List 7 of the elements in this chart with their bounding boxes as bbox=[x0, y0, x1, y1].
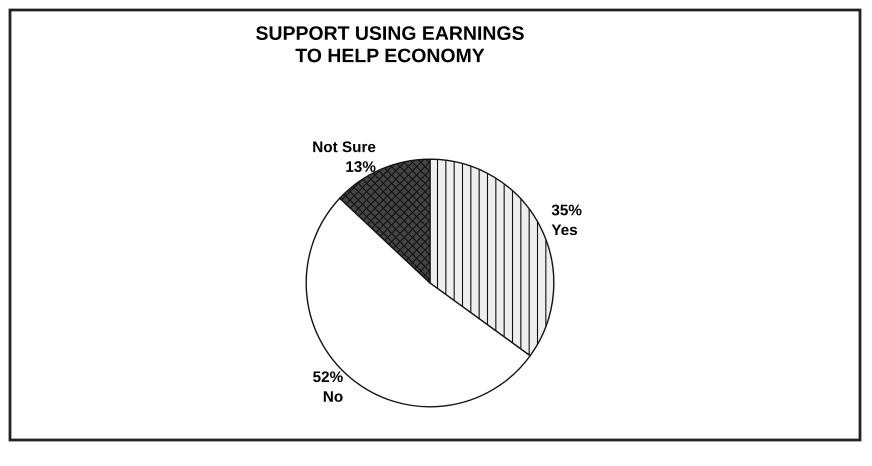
data-label: 13% bbox=[346, 161, 376, 172]
data-label: 35% bbox=[552, 204, 582, 216]
slice-label: Yes bbox=[552, 224, 578, 236]
slice-label: Not Sure bbox=[313, 141, 376, 152]
slice-label: No bbox=[324, 391, 343, 402]
chart-title: SUPPORT USING EARNINGS TO HELP ECONOMY bbox=[256, 26, 524, 62]
data-label: 52% bbox=[313, 371, 343, 382]
